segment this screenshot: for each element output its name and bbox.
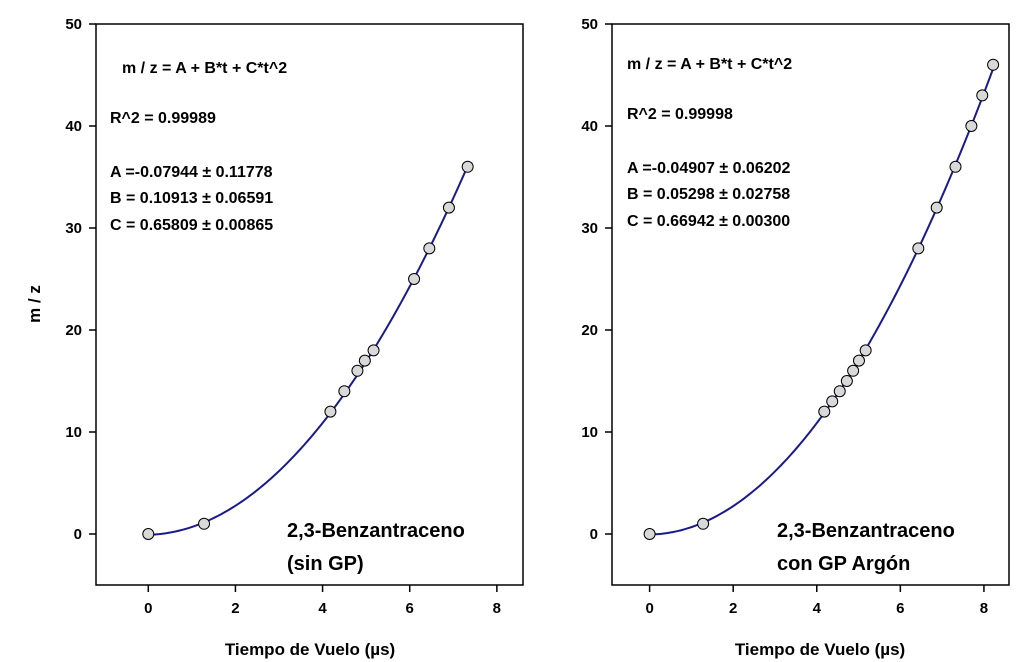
compound-label-line2: con GP Argón <box>777 553 910 575</box>
chart-right: 0 2 4 6 8 0 10 20 30 40 50 m / z = A + B*t + C*t^2… <box>581 16 1010 659</box>
x-tick-label: 6 <box>896 600 904 617</box>
compound-label-line2: (sin GP) <box>287 553 364 575</box>
y-tick-label: 30 <box>581 220 598 237</box>
data-point <box>461 160 474 173</box>
x-axis-label: Tiempo de Vuelo (µs) <box>225 640 395 659</box>
data-point <box>358 354 371 367</box>
data-point <box>338 385 351 398</box>
data-point <box>442 201 455 214</box>
fit-curve <box>649 68 995 536</box>
data-point <box>987 58 1000 71</box>
y-tick-label: 10 <box>65 424 82 441</box>
data-point <box>818 405 831 418</box>
compound-label-line1: 2,3-Benzantraceno <box>287 520 465 542</box>
y-tick-label: 40 <box>581 118 598 135</box>
x-axis-label: Tiempo de Vuelo (µs) <box>735 640 905 659</box>
data-point <box>847 364 860 377</box>
x-tick-label: 8 <box>493 600 501 617</box>
data-point <box>198 517 211 530</box>
chart-left: 0 2 4 6 8 0 10 20 30 40 50 m / z = A + B*t + C*t^2… <box>25 16 524 659</box>
data-point <box>697 517 710 530</box>
data-points <box>643 58 1000 540</box>
data-point <box>859 344 872 357</box>
data-point <box>142 528 155 540</box>
data-point <box>912 242 925 255</box>
y-axis-label: m / z <box>25 285 44 323</box>
data-point <box>840 375 853 387</box>
x-tick-label: 4 <box>318 600 327 617</box>
y-tick-label: 0 <box>590 526 598 543</box>
coef-c-text: C = 0.66942 ± 0.00300 <box>627 213 790 230</box>
data-point <box>324 405 337 418</box>
r-squared-text: R^2 = 0.99998 <box>627 106 733 123</box>
y-tick-label: 0 <box>74 526 82 543</box>
coef-c-text: C = 0.65809 ± 0.00865 <box>110 217 273 234</box>
y-tick-label: 50 <box>581 16 598 33</box>
data-point <box>976 89 989 102</box>
x-tick-label: 6 <box>406 600 414 617</box>
coef-b-text: B = 0.05298 ± 0.02758 <box>627 186 790 203</box>
plot-frame <box>611 23 1010 586</box>
x-tick-label: 0 <box>645 600 653 617</box>
y-tick-label: 20 <box>581 322 598 339</box>
data-point <box>367 344 380 357</box>
x-tick-label: 8 <box>980 600 988 617</box>
data-point <box>351 364 364 377</box>
data-point <box>965 120 978 132</box>
data-point <box>408 273 421 285</box>
y-tick-label: 50 <box>65 16 82 33</box>
axis-ticks: 0 2 4 6 8 0 10 20 30 40 50 <box>581 16 988 617</box>
data-point <box>833 385 846 398</box>
axis-ticks: 0 2 4 6 8 0 10 20 30 40 50 <box>65 16 501 617</box>
data-point <box>643 528 656 540</box>
data-point <box>949 160 962 173</box>
data-point <box>826 395 839 408</box>
data-point <box>423 242 436 255</box>
y-tick-label: 40 <box>65 118 82 135</box>
compound-label-line1: 2,3-Benzantraceno <box>777 520 955 542</box>
r-squared-text: R^2 = 0.99989 <box>110 110 216 127</box>
x-tick-label: 0 <box>144 600 152 617</box>
x-tick-label: 2 <box>231 600 239 617</box>
x-tick-label: 4 <box>813 600 822 617</box>
y-tick-label: 10 <box>581 424 598 441</box>
coef-a-text: A =-0.04907 ± 0.06202 <box>627 160 791 177</box>
x-tick-label: 2 <box>729 600 737 617</box>
coef-a-text: A =-0.07944 ± 0.11778 <box>110 164 273 181</box>
data-point <box>852 354 865 367</box>
data-point <box>930 201 943 214</box>
data-points <box>142 160 474 540</box>
y-tick-label: 30 <box>65 220 82 237</box>
equation-text: m / z = A + B*t + C*t^2 <box>627 56 792 73</box>
plot-frame <box>95 23 524 586</box>
y-tick-label: 20 <box>65 322 82 339</box>
coef-b-text: B = 0.10913 ± 0.06591 <box>110 190 273 207</box>
equation-text: m / z = A + B*t + C*t^2 <box>122 60 287 77</box>
